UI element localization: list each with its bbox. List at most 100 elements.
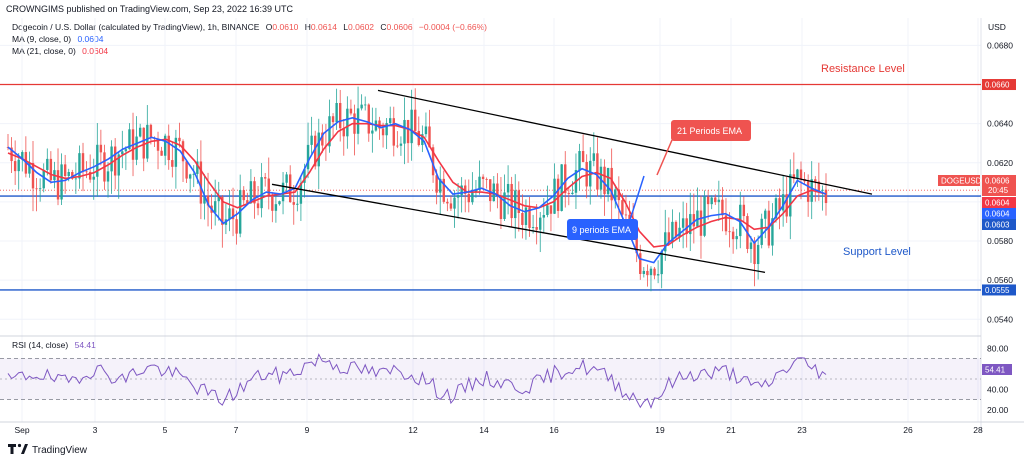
candle-body — [592, 153, 596, 161]
candle-body — [92, 176, 95, 180]
tradingview-logo[interactable]: TradingView — [8, 443, 88, 456]
support-annotation[interactable]: Support Level — [843, 246, 911, 258]
candle-body — [99, 144, 103, 153]
candle-body — [331, 116, 335, 123]
ema21-callout[interactable]: 21 Periods EMA — [656, 120, 751, 176]
candle-body — [639, 253, 642, 274]
candle-body — [31, 163, 35, 189]
candle-body — [285, 174, 288, 183]
candle-body — [410, 109, 413, 144]
tradingview-logo-dot — [17, 443, 22, 448]
hline-price-tag — [982, 219, 1016, 230]
ma21-line[interactable] — [7, 122, 827, 248]
candle-body — [303, 169, 306, 183]
candle-body — [424, 126, 428, 135]
ema21-callout-text: 21 Periods EMA — [677, 126, 742, 136]
candle-body — [403, 120, 406, 144]
candle-body — [499, 195, 503, 219]
candle-body — [181, 141, 185, 162]
ema9-callout[interactable]: 9 periods EMA — [567, 175, 645, 240]
candle-body — [703, 196, 706, 236]
candle-body — [167, 135, 170, 161]
candle-body — [653, 268, 656, 276]
candle-body — [13, 161, 17, 172]
candle-body — [489, 179, 492, 202]
last-price-tag-text: 0.0606 — [985, 177, 1010, 186]
candle-body — [196, 161, 199, 174]
time-tick-label: 12 — [408, 425, 418, 435]
symbol-title: Dogecoin / U.S. Dollar (calculated by Tr… — [12, 22, 487, 32]
ma21-legend[interactable]: MA (21, close, 0) 0.0604 — [12, 46, 108, 56]
candle-body — [471, 192, 474, 203]
candle-body — [539, 217, 542, 230]
ma9-price-tag — [982, 208, 1016, 219]
candle-body — [328, 116, 331, 147]
channel-top-trendline[interactable] — [377, 89, 873, 195]
candle-body — [138, 127, 142, 137]
rsi-value-tag-text: 54.41 — [985, 366, 1006, 375]
candle-body — [396, 145, 399, 147]
rsi-tick-label: 40.00 — [987, 384, 1009, 394]
rsi-tick-label: 80.00 — [987, 343, 1009, 353]
candle-body — [110, 146, 113, 172]
candle-body — [799, 169, 803, 179]
ma9-line[interactable] — [7, 116, 827, 264]
candle-body — [442, 178, 445, 202]
candle-body — [63, 164, 67, 176]
candle-body — [163, 135, 167, 156]
candle-body — [567, 193, 571, 195]
candle-body — [596, 153, 599, 190]
candle-body — [485, 179, 488, 180]
candle-body — [492, 183, 495, 202]
channel-bottom-trendline[interactable] — [271, 183, 766, 273]
last-price-tag — [982, 175, 1016, 196]
candle-body — [417, 130, 420, 146]
candle-body — [117, 154, 120, 176]
candle-body — [149, 124, 153, 138]
candle-body — [389, 118, 392, 124]
ohlc-low: 0.0602 — [348, 22, 374, 32]
candle-body — [681, 218, 685, 228]
candle-body — [428, 126, 431, 148]
candle-body — [506, 183, 510, 193]
candle-body — [549, 205, 553, 214]
candle-body — [524, 207, 528, 225]
candle-body — [292, 202, 295, 205]
candle-body — [367, 104, 370, 134]
rsi-legend[interactable]: RSI (14, close) 54.41 — [12, 340, 96, 350]
ohlc-open: 0.0610 — [272, 22, 298, 32]
candle-body — [221, 196, 224, 225]
candle-body — [660, 251, 663, 275]
candle-body — [756, 244, 760, 265]
ma9-legend[interactable]: MA (9, close, 0) 0.0604 — [12, 34, 104, 44]
resistance-price-tag — [982, 79, 1016, 91]
candle-body — [349, 108, 353, 114]
candle-body — [174, 137, 178, 167]
candle-body — [664, 232, 667, 252]
candle-body — [446, 201, 449, 204]
candle-body — [335, 103, 338, 123]
candle-body — [735, 236, 738, 240]
candle-body — [789, 174, 792, 217]
candle-body — [531, 227, 535, 228]
resistance-annotation[interactable]: Resistance Level — [821, 63, 905, 75]
candle-body — [378, 120, 381, 129]
time-axis[interactable]: Sep 3 5 7 9 12 14 16 19 21 23 26 28 — [14, 425, 983, 435]
candle-body — [414, 109, 417, 131]
candle-body — [749, 242, 753, 249]
candle-body — [235, 219, 238, 234]
candle-body — [796, 169, 799, 179]
candle-body — [399, 143, 403, 146]
candle-body — [260, 177, 263, 209]
candle-body — [17, 159, 20, 172]
resistance-price-tag-text: 0.0660 — [985, 81, 1010, 90]
candle-body — [649, 268, 653, 276]
candle-body — [339, 103, 342, 129]
candle-body — [160, 150, 163, 156]
candle-body — [38, 188, 42, 190]
candle-body — [96, 144, 99, 177]
ohlc-close: 0.0606 — [387, 22, 413, 32]
candle-body — [621, 200, 624, 215]
